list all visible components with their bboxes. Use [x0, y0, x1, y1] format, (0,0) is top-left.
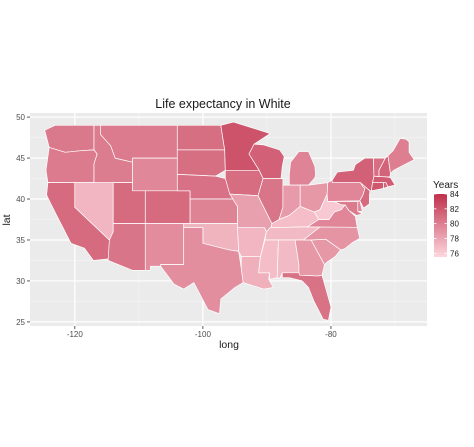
legend-tick-label: 82	[450, 205, 459, 214]
state-colorado	[144, 190, 191, 224]
state-mississippi	[258, 239, 279, 280]
x-tick-label: -120	[67, 330, 84, 339]
state-iowa	[224, 169, 264, 197]
x-axis-label: long	[219, 339, 239, 351]
legend-tick-label: 78	[450, 234, 459, 243]
y-tick-label: 50	[16, 113, 25, 122]
state-maine	[387, 138, 415, 174]
legend-tick-label: 84	[450, 190, 459, 199]
chart-title: Life expectancy in White	[155, 97, 291, 111]
legend: Years 84 82 80 78 76	[433, 180, 459, 258]
state-north-dakota	[176, 124, 226, 151]
y-tick-label: 30	[16, 277, 25, 286]
legend-colorbar	[434, 194, 447, 257]
y-tick-label: 25	[16, 318, 25, 327]
state-pennsylvania	[326, 179, 366, 202]
state-south-dakota	[176, 149, 226, 177]
state-polygons	[44, 121, 415, 321]
state-wisconsin	[248, 143, 285, 179]
x-tick-label: -100	[195, 330, 212, 339]
legend-tick-label: 76	[450, 249, 459, 258]
state-wyoming	[132, 157, 178, 192]
legend-ticks: 84 82 80 78 76	[434, 190, 459, 258]
legend-title: Years	[433, 180, 458, 191]
x-tick-label: -80	[325, 330, 337, 339]
y-tick-label: 40	[16, 195, 25, 204]
state-kansas	[189, 198, 238, 224]
y-tick-label: 45	[16, 154, 25, 163]
state-new-mexico	[144, 223, 185, 271]
legend-tick-label: 80	[450, 220, 459, 229]
state-oregon	[45, 147, 98, 183]
axis-ticks: -120 -100 -80 25 30 35 40 45 50	[16, 113, 337, 339]
state-florida	[281, 272, 332, 321]
state-texas	[160, 227, 244, 315]
y-tick-label: 35	[16, 236, 25, 245]
y-axis-label: lat	[1, 214, 13, 225]
